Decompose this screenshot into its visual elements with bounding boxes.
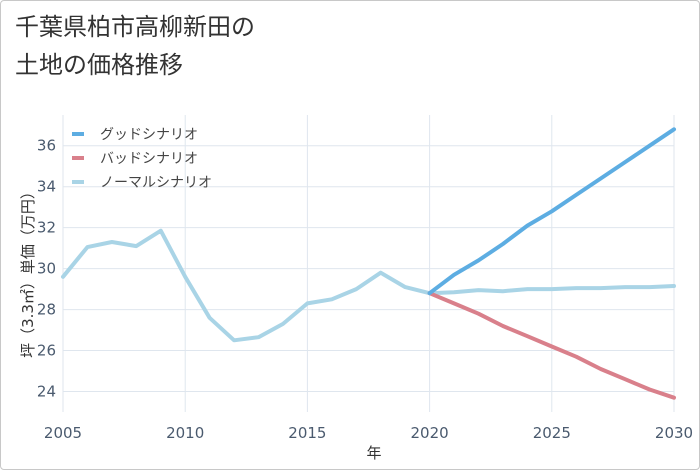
title-line-1: 千葉県柏市高柳新田の: [15, 13, 255, 41]
y-tick-label: 32: [37, 219, 56, 237]
y-tick-label: 30: [37, 260, 56, 278]
x-tick-label: 2005: [44, 424, 82, 442]
series-line-0: [427, 127, 676, 296]
x-axis-ticks: 2005 2010 2015 2020 2025 2030: [44, 424, 693, 442]
legend-label: ノーマルシナリオ: [100, 175, 212, 191]
x-tick-label: 2015: [288, 424, 326, 442]
page-title: 千葉県柏市高柳新田の 土地の価格推移: [15, 8, 255, 84]
y-tick-label: 36: [37, 137, 56, 155]
series-line-2: [61, 228, 676, 343]
y-axis-ticks: 24 26 28 30 32 34 36: [37, 137, 56, 401]
x-tick-label: 2030: [655, 424, 693, 442]
series-line-1: [427, 291, 676, 400]
y-tick-label: 26: [37, 342, 56, 360]
x-tick-label: 2010: [166, 424, 204, 442]
x-axis-label: 年: [366, 444, 381, 462]
x-tick-label: 2025: [533, 424, 571, 442]
legend-label: バッドシナリオ: [100, 151, 198, 167]
y-tick-label: 28: [37, 301, 56, 319]
series-lines: [61, 127, 676, 400]
y-tick-label: 34: [37, 178, 56, 196]
y-axis-label: 坪（3.3㎡）単価（万円）: [19, 184, 37, 358]
title-line-2: 土地の価格推移: [15, 51, 183, 79]
x-tick-label: 2020: [411, 424, 449, 442]
legend-label: グッドシナリオ: [100, 127, 198, 143]
y-tick-label: 24: [37, 383, 56, 401]
grid: [62, 115, 675, 412]
